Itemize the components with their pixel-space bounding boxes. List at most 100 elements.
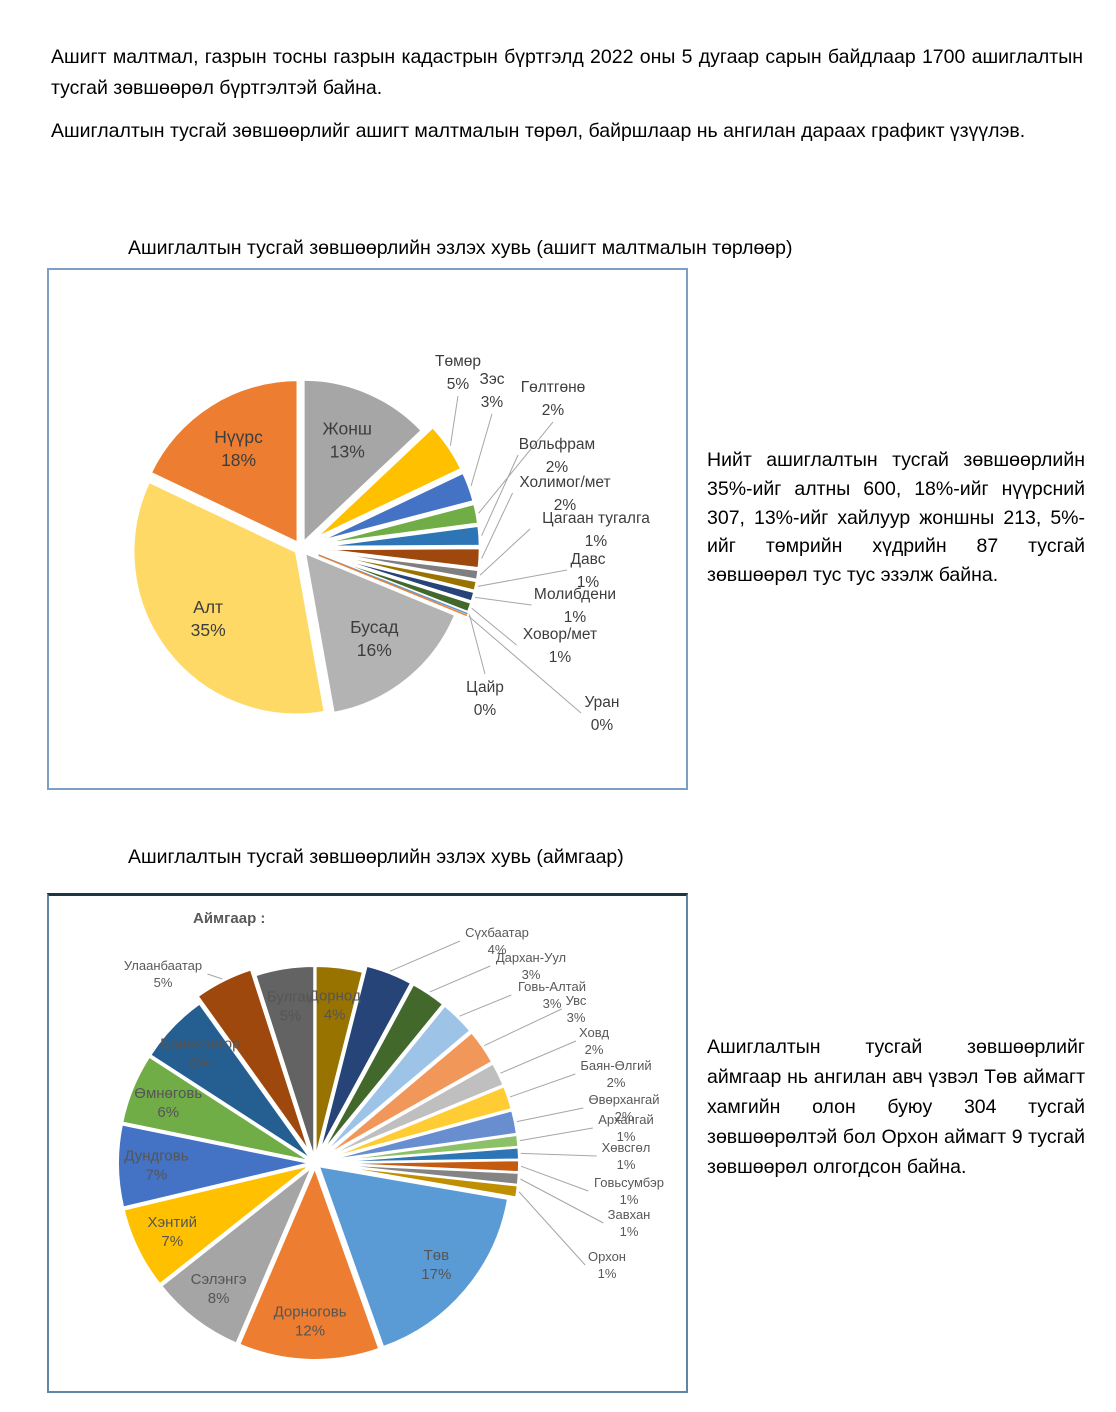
pie-label: Уран <box>585 694 620 711</box>
pie-slice <box>325 1109 518 1162</box>
pie-label: 1% <box>585 533 608 550</box>
pie-label: Орхон <box>588 1249 626 1264</box>
pie-label: Өвөрхангай <box>588 1092 659 1107</box>
pie-label: 3% <box>481 394 504 411</box>
pie-label: 2% <box>542 402 565 419</box>
pie-label: Холимог/мет <box>519 474 610 491</box>
pie-label: 4% <box>324 1007 346 1024</box>
pie-label: Увс <box>566 993 587 1008</box>
pie-label: Ховор/мет <box>523 626 597 643</box>
pie-label: 1% <box>620 1224 639 1239</box>
pie-slice <box>314 965 364 1160</box>
pie-label: Хэнтий <box>147 1214 197 1231</box>
leader-line <box>389 940 461 972</box>
pie-label: 0% <box>591 717 614 734</box>
pie-slice <box>318 554 468 617</box>
leader-line <box>429 965 491 993</box>
leader-line <box>520 1152 597 1157</box>
pie-label: 1% <box>598 1266 617 1281</box>
pie-slice <box>149 1002 313 1161</box>
leader-line <box>518 1191 586 1266</box>
pie-label: Улаанбаатар <box>124 958 202 973</box>
pie-label: Завхан <box>608 1207 651 1222</box>
intro-paragraph-2: Ашиглалтын тусгай зөвшөөрлийг ашигт малт… <box>51 120 1026 142</box>
pie-label: 5% <box>447 376 470 393</box>
leader-line <box>470 413 493 487</box>
pie-slice <box>325 1163 519 1199</box>
pie-label: Нүүрс <box>214 427 263 447</box>
pie-label: 8% <box>208 1290 230 1307</box>
pie-label: 5% <box>280 1007 302 1024</box>
pie-slice <box>238 1167 381 1361</box>
leader-line <box>207 973 223 980</box>
pie-label: 17% <box>421 1266 451 1283</box>
pie-label: Бусад <box>350 617 398 637</box>
leader-line <box>481 492 514 559</box>
pie-slice <box>318 964 413 1153</box>
pie-label: 35% <box>191 620 226 640</box>
leader-line <box>500 1040 577 1074</box>
chart1-side-text: Нийт ашиглалтын тусгай зөвшөөрлийн 35%-и… <box>707 449 1085 587</box>
leader-line <box>477 569 568 587</box>
pie-label: Дундговь <box>124 1147 188 1164</box>
pie-label: 13% <box>330 442 365 462</box>
pie-label: 3% <box>522 967 541 982</box>
pie-slice <box>320 983 445 1155</box>
pie-slice <box>160 1165 313 1345</box>
pie-label: 2% <box>554 497 577 514</box>
pie-label: Молибдени <box>534 586 616 603</box>
pie-label: Сүхбаатар <box>465 925 529 940</box>
pie-label: 7% <box>161 1233 183 1250</box>
leader-line <box>484 1008 562 1047</box>
pie-label: 12% <box>295 1323 325 1340</box>
leader-line <box>520 1165 589 1192</box>
pie-label: Давс <box>571 551 606 568</box>
pie-slice <box>254 965 316 1160</box>
pie-label: Дорноговь <box>274 1304 347 1321</box>
pie-label: 2% <box>585 1042 604 1057</box>
pie-label: 1% <box>564 609 587 626</box>
pie-label: Говь-Алтай <box>518 979 586 994</box>
pie-slice <box>315 524 482 549</box>
pie-slice <box>131 480 327 716</box>
pie-slice <box>302 378 424 544</box>
pie-label: 1% <box>620 1192 639 1207</box>
pie-label: 1% <box>617 1129 636 1144</box>
pie-label: Зэс <box>479 371 504 388</box>
aimags-pie-chart: Дорнод4%Сүхбаатар4%Дархан-Уул3%Говь-Алта… <box>117 925 664 1361</box>
pie-label: 3% <box>543 996 562 1011</box>
pie-label: 6% <box>189 1054 211 1071</box>
pie-label: Дорнод <box>309 988 361 1005</box>
leader-line <box>478 421 554 514</box>
leader-line <box>516 1107 584 1123</box>
pie-label: 0% <box>474 702 497 719</box>
pie-label: Говьсумбэр <box>594 1175 664 1190</box>
pie-slice <box>322 1004 472 1156</box>
pie-label: 5% <box>154 975 173 990</box>
intro-paragraph-1: Ашигт малтмал, газрын тосны газрын кадас… <box>51 46 1083 99</box>
pie-slice <box>315 546 482 570</box>
pie-slice <box>317 1165 510 1349</box>
pie-label: 2% <box>607 1075 626 1090</box>
chart2-heading: Ашиглалтын тусгай зөвшөөрлийн эзлэх хувь… <box>128 846 624 868</box>
pie-label: Цагаан тугалга <box>542 510 650 527</box>
leader-line <box>471 607 517 646</box>
pie-slice <box>117 1123 311 1209</box>
pie-label: Төв <box>424 1247 450 1264</box>
pie-label: 16% <box>357 640 392 660</box>
pie-label: 6% <box>157 1104 179 1121</box>
leader-line <box>520 1178 604 1224</box>
pie-slice <box>323 1031 494 1158</box>
pie-label: 7% <box>146 1166 168 1183</box>
pie-label: 1% <box>617 1157 636 1172</box>
pie-label: Архангай <box>598 1112 653 1127</box>
pie-slice <box>149 378 300 545</box>
pie-slice <box>121 1055 312 1163</box>
pie-slice <box>324 1062 505 1159</box>
pie-slice <box>314 552 473 614</box>
chart2-side-text: Ашиглалтын тусгай зөвшөөрлийг аймгаар нь… <box>707 1036 1085 1178</box>
pie-slice <box>312 425 463 541</box>
pie-label: 4% <box>488 942 507 957</box>
leader-line <box>519 1127 593 1142</box>
